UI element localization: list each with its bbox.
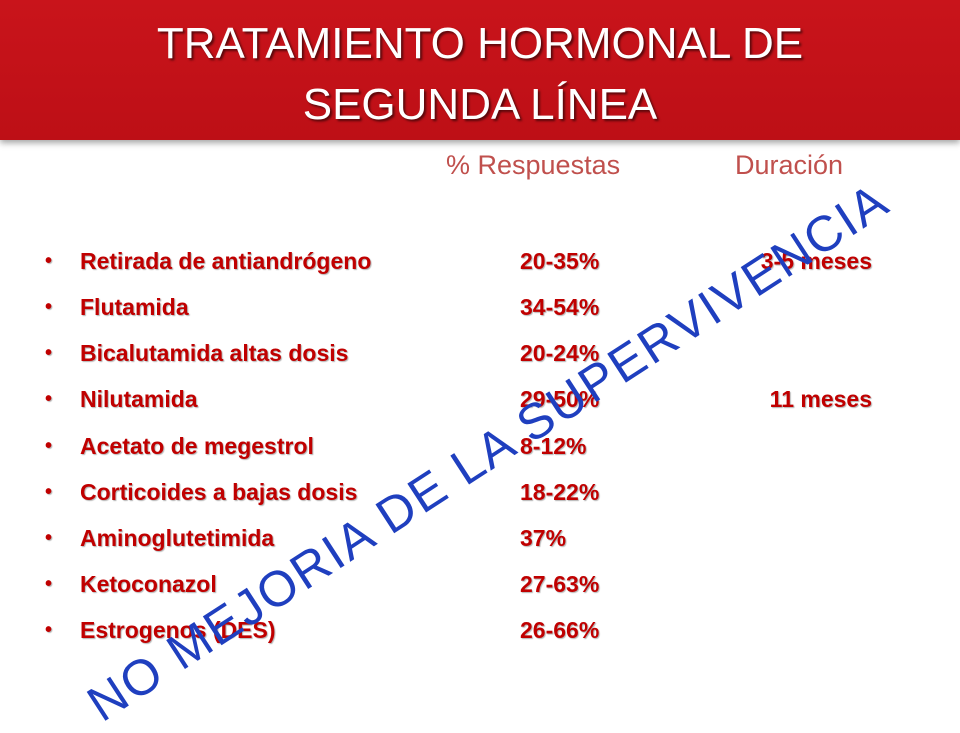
response-percent: 20-24%: [520, 340, 600, 366]
treatment-name: Nilutamida: [80, 386, 198, 412]
response-percent: 18-22%: [520, 479, 600, 505]
list-item: • Bicalutamida altas dosis 20-24%: [0, 333, 960, 373]
bullet-icon: •: [45, 388, 53, 410]
bullet-icon: •: [45, 342, 53, 364]
bullet-icon: •: [45, 619, 53, 641]
slide-title-line-2: SEGUNDA LÍNEA: [302, 80, 658, 129]
response-duration: 11 meses: [769, 386, 872, 412]
response-percent: 27-63%: [520, 571, 600, 597]
list-item: • Flutamida 34-54%: [0, 287, 960, 327]
bullet-icon: •: [45, 435, 53, 457]
bullet-icon: •: [45, 573, 53, 595]
list-item: • Nilutamida 29-50% 11 meses: [0, 379, 960, 419]
duration-column-header: Duración: [735, 150, 844, 180]
response-percent: 20-35%: [520, 248, 600, 274]
responses-column-header: % Respuestas: [446, 150, 621, 180]
response-percent: 26-66%: [520, 617, 600, 643]
response-percent: 8-12%: [520, 433, 587, 459]
treatment-name: Aminoglutetimida: [80, 525, 275, 551]
list-item: • Corticoides a bajas dosis 18-22%: [0, 472, 960, 512]
bullet-icon: •: [45, 296, 53, 318]
treatment-name: Estrogenos (DES): [80, 617, 276, 643]
response-percent: 34-54%: [520, 294, 600, 320]
treatment-name: Acetato de megestrol: [80, 433, 314, 459]
bullet-icon: •: [45, 481, 53, 503]
bullet-icon: •: [45, 250, 53, 272]
treatment-name: Flutamida: [80, 294, 189, 320]
treatment-name: Ketoconazol: [80, 571, 217, 597]
list-item: • Acetato de megestrol 8-12%: [0, 426, 960, 466]
treatment-name: Corticoides a bajas dosis: [80, 479, 358, 505]
treatment-name: Retirada de antiandrógeno: [80, 248, 372, 274]
response-duration: 3-5 meses: [760, 248, 872, 274]
list-item: • Aminoglutetimida 37%: [0, 518, 960, 558]
treatment-name: Bicalutamida altas dosis: [80, 340, 349, 366]
list-item: • Ketoconazol 27-63%: [0, 564, 960, 604]
bullet-icon: •: [45, 527, 53, 549]
response-percent: 29-50%: [520, 386, 600, 412]
title-bar: TRATAMIENTO HORMONAL DE SEGUNDA LÍNEA: [0, 0, 960, 140]
list-item: • Estrogenos (DES) 26-66%: [0, 610, 960, 650]
slide-title-line-1: TRATAMIENTO HORMONAL DE: [156, 19, 804, 68]
list-item: • Retirada de antiandrógeno 20-35% 3-5 m…: [0, 241, 960, 281]
response-percent: 37%: [520, 525, 567, 551]
